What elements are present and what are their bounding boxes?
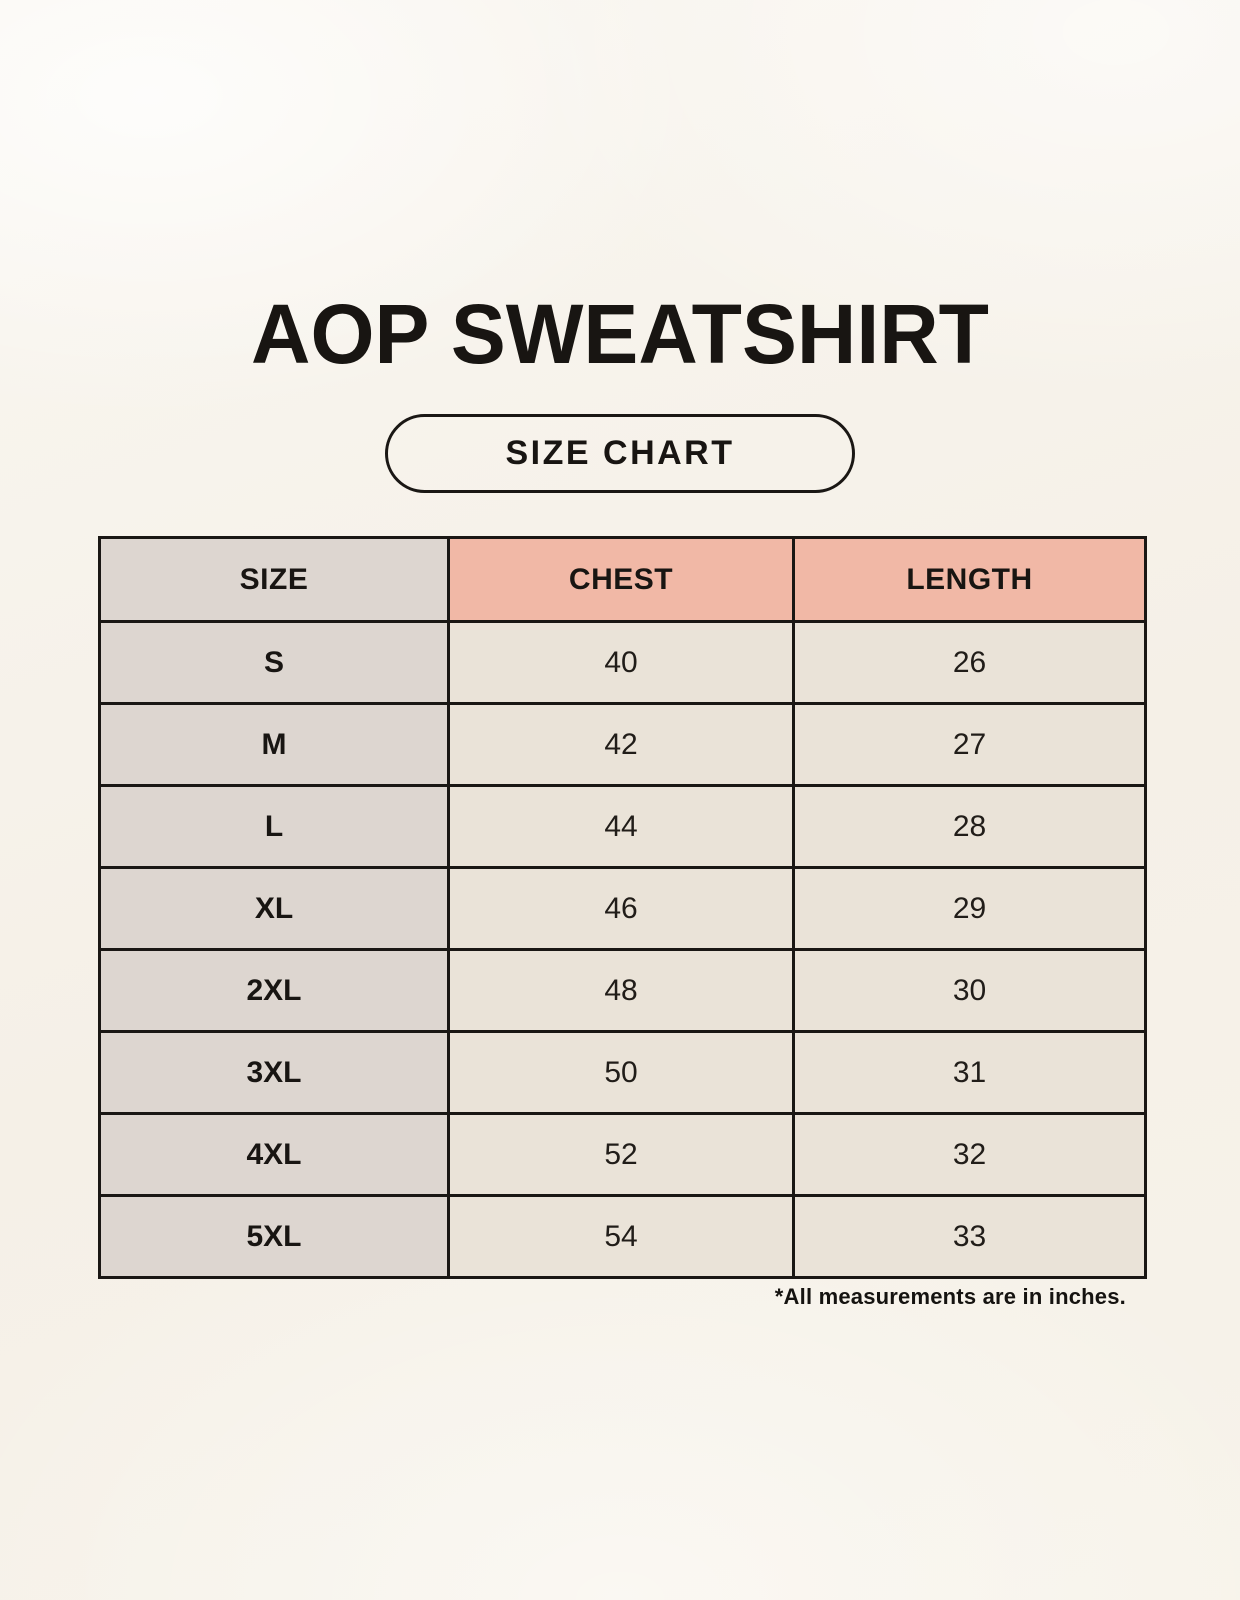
table-row: S 40 26	[98, 620, 1147, 705]
table-row: XL 46 29	[98, 866, 1147, 951]
chest-value-cell: 42	[447, 702, 795, 787]
size-label-cell: 3XL	[98, 1030, 450, 1115]
size-table: SIZE CHEST LENGTH S 40 26 M 42 27 L 44 2…	[98, 536, 1147, 1279]
length-value-cell: 28	[792, 784, 1147, 869]
size-label-cell: 5XL	[98, 1194, 450, 1279]
length-value-cell: 33	[792, 1194, 1147, 1279]
chest-value-cell: 52	[447, 1112, 795, 1197]
length-value-cell: 27	[792, 702, 1147, 787]
chest-value-cell: 50	[447, 1030, 795, 1115]
table-row: M 42 27	[98, 702, 1147, 787]
chest-value-cell: 46	[447, 866, 795, 951]
size-label-cell: XL	[98, 866, 450, 951]
size-label-cell: L	[98, 784, 450, 869]
size-label-cell: 2XL	[98, 948, 450, 1033]
length-value-cell: 32	[792, 1112, 1147, 1197]
length-value-cell: 29	[792, 866, 1147, 951]
column-header-length: LENGTH	[792, 536, 1147, 623]
table-row: 4XL 52 32	[98, 1112, 1147, 1197]
table-row: L 44 28	[98, 784, 1147, 869]
table-header-row: SIZE CHEST LENGTH	[98, 536, 1147, 623]
length-value-cell: 31	[792, 1030, 1147, 1115]
page-title: AOP SWEATSHIRT	[251, 287, 989, 381]
column-header-size: SIZE	[98, 536, 450, 623]
length-value-cell: 26	[792, 620, 1147, 705]
table-row: 2XL 48 30	[98, 948, 1147, 1033]
chest-value-cell: 48	[447, 948, 795, 1033]
size-label-cell: S	[98, 620, 450, 705]
measurement-note: *All measurements are in inches.	[774, 1284, 1126, 1309]
table-row: 5XL 54 33	[98, 1194, 1147, 1279]
size-label-cell: M	[98, 702, 450, 787]
chest-value-cell: 40	[447, 620, 795, 705]
column-header-chest: CHEST	[447, 536, 795, 623]
chest-value-cell: 54	[447, 1194, 795, 1279]
table-row: 3XL 50 31	[98, 1030, 1147, 1115]
size-chart-badge: SIZE CHART	[385, 414, 855, 493]
length-value-cell: 30	[792, 948, 1147, 1033]
chest-value-cell: 44	[447, 784, 795, 869]
size-chart-badge-label: SIZE CHART	[505, 434, 735, 472]
size-label-cell: 4XL	[98, 1112, 450, 1197]
